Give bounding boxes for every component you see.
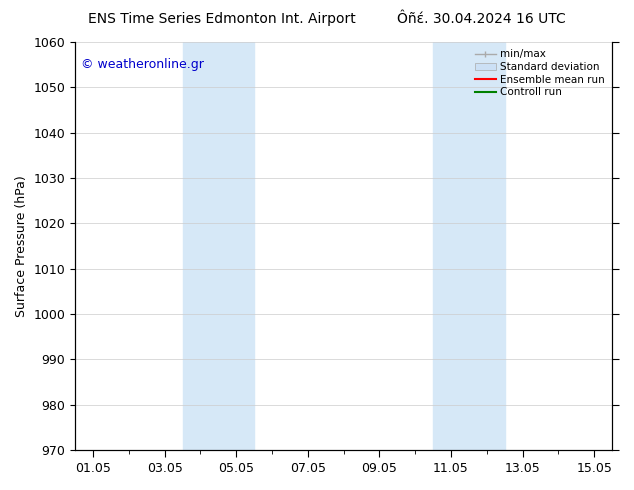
- Legend: min/max, Standard deviation, Ensemble mean run, Controll run: min/max, Standard deviation, Ensemble me…: [473, 47, 607, 99]
- Text: © weatheronline.gr: © weatheronline.gr: [81, 58, 204, 72]
- Y-axis label: Surface Pressure (hPa): Surface Pressure (hPa): [15, 175, 28, 317]
- Bar: [183, 42, 254, 450]
- Text: ENS Time Series Edmonton Int. Airport: ENS Time Series Edmonton Int. Airport: [88, 12, 356, 26]
- Bar: [433, 42, 505, 450]
- Text: Ôñέ. 30.04.2024 16 UTC: Ôñέ. 30.04.2024 16 UTC: [398, 12, 566, 26]
